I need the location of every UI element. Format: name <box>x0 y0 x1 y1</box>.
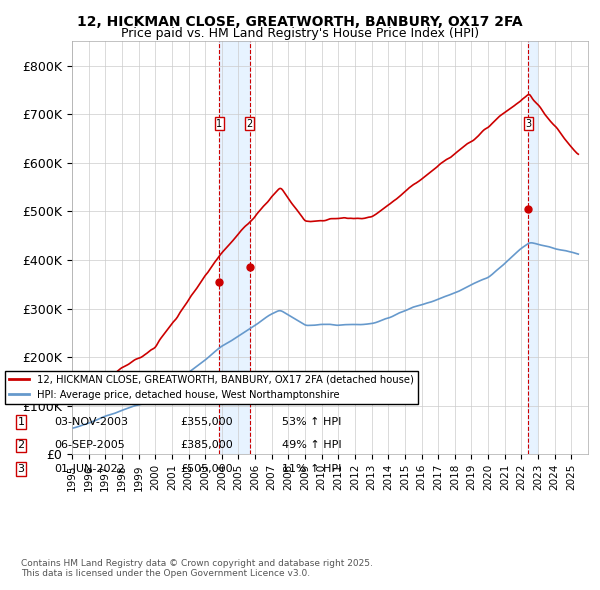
Text: £355,000: £355,000 <box>180 417 233 427</box>
Text: 12, HICKMAN CLOSE, GREATWORTH, BANBURY, OX17 2FA: 12, HICKMAN CLOSE, GREATWORTH, BANBURY, … <box>77 15 523 29</box>
Text: 11% ↑ HPI: 11% ↑ HPI <box>282 464 341 474</box>
Text: 06-SEP-2005: 06-SEP-2005 <box>54 441 125 450</box>
Text: 3: 3 <box>526 119 532 129</box>
Text: £385,000: £385,000 <box>180 441 233 450</box>
Text: 49% ↑ HPI: 49% ↑ HPI <box>282 441 341 450</box>
Text: Price paid vs. HM Land Registry's House Price Index (HPI): Price paid vs. HM Land Registry's House … <box>121 27 479 40</box>
Bar <box>219 41 250 454</box>
Legend: 12, HICKMAN CLOSE, GREATWORTH, BANBURY, OX17 2FA (detached house), HPI: Average : 12, HICKMAN CLOSE, GREATWORTH, BANBURY, … <box>5 371 418 404</box>
Text: 3: 3 <box>17 464 25 474</box>
Text: 2: 2 <box>17 441 25 450</box>
Text: 53% ↑ HPI: 53% ↑ HPI <box>282 417 341 427</box>
Text: 1: 1 <box>216 119 222 129</box>
Text: £505,000: £505,000 <box>180 464 233 474</box>
Text: 01-JUN-2022: 01-JUN-2022 <box>54 464 125 474</box>
Text: 03-NOV-2003: 03-NOV-2003 <box>54 417 128 427</box>
Text: Contains HM Land Registry data © Crown copyright and database right 2025.
This d: Contains HM Land Registry data © Crown c… <box>21 559 373 578</box>
Text: 1: 1 <box>17 417 25 427</box>
Bar <box>529 41 537 454</box>
Text: 2: 2 <box>247 119 253 129</box>
